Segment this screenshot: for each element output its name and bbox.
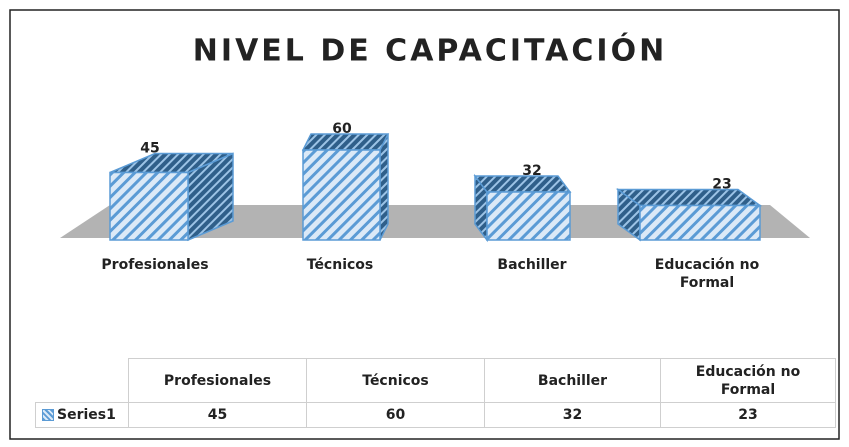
data-label: 32 xyxy=(522,163,541,179)
table-header: Educación no Formal xyxy=(660,358,836,403)
bar-side xyxy=(379,133,389,241)
table-value: 32 xyxy=(484,402,661,428)
bar xyxy=(486,191,571,241)
data-label: 23 xyxy=(712,177,731,193)
bar xyxy=(639,204,761,241)
x-tick-label: Profesionales xyxy=(101,257,209,273)
table-header: Bachiller xyxy=(484,358,661,403)
table-header: Profesionales xyxy=(128,358,307,403)
legend-swatch xyxy=(42,409,54,421)
table-value: 23 xyxy=(660,402,836,428)
chart-title: NIVEL DE CAPACITACIÓN xyxy=(193,32,667,69)
x-tick-label: Educación no Formal xyxy=(654,257,760,291)
table-header: Técnicos xyxy=(306,358,485,403)
bar-top xyxy=(615,188,763,207)
table-value: 60 xyxy=(306,402,485,428)
x-tick-label: Técnicos xyxy=(306,257,374,273)
x-tick-label: Bachiller xyxy=(497,257,567,273)
table-value: 45 xyxy=(128,402,307,428)
data-label: 45 xyxy=(140,141,159,157)
legend-label: Series1 xyxy=(57,407,116,423)
bar xyxy=(109,171,189,241)
data-label: 60 xyxy=(332,121,352,137)
bar xyxy=(302,149,381,241)
legend-cell: Series1 xyxy=(35,402,129,428)
